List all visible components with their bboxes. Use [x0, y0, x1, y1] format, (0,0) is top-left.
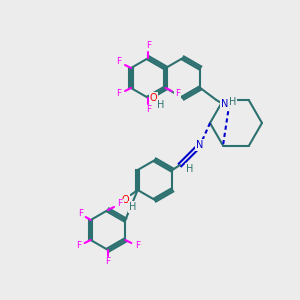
Text: N: N: [196, 140, 204, 150]
Text: F: F: [146, 41, 151, 50]
Text: F: F: [117, 200, 123, 208]
Text: H: H: [157, 100, 164, 110]
Text: F: F: [105, 257, 111, 266]
Text: F: F: [175, 89, 180, 98]
Text: F: F: [116, 58, 122, 67]
Text: O: O: [122, 195, 130, 205]
Text: N: N: [220, 99, 228, 109]
Text: H: H: [129, 202, 136, 212]
Text: H: H: [229, 97, 236, 107]
Text: F: F: [76, 242, 81, 250]
Text: H: H: [186, 164, 194, 174]
Text: F: F: [116, 89, 122, 98]
Text: F: F: [135, 242, 140, 250]
Text: O: O: [150, 93, 158, 103]
Text: F: F: [146, 106, 151, 115]
Text: F: F: [78, 209, 83, 218]
